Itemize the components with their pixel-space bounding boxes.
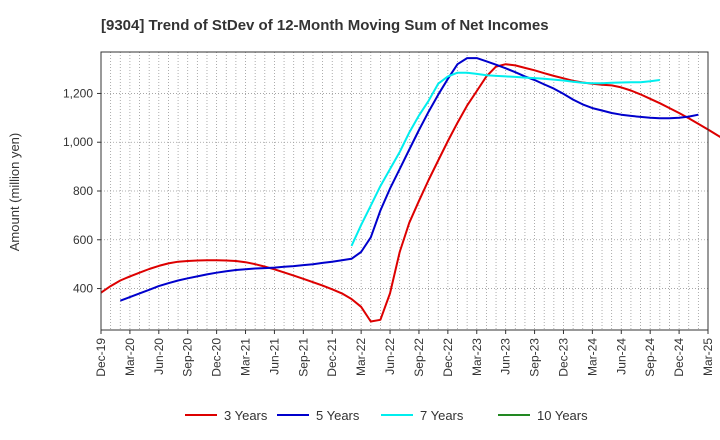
series-line-3-years <box>100 63 720 323</box>
legend-label-7-years: 7 Years <box>420 408 464 423</box>
x-tick-label: Dec-22 <box>441 338 455 377</box>
x-tick-label: Jun-22 <box>383 338 397 375</box>
y-axis-ticks: 400 600 800 1,000 1,200 <box>63 86 101 296</box>
x-tick-label: Mar-21 <box>239 338 253 376</box>
x-tick-label: Mar-20 <box>123 338 137 376</box>
x-tick-label: Mar-25 <box>701 338 715 376</box>
y-tick-label: 800 <box>73 184 93 198</box>
x-tick-label: Sep-20 <box>181 338 195 377</box>
y-axis-title: Amount (million yen) <box>7 133 22 252</box>
x-tick-label: Mar-24 <box>585 338 599 376</box>
legend: 3 Years 5 Years 7 Years 10 Years <box>185 408 588 423</box>
x-tick-label: Jun-23 <box>499 338 513 375</box>
x-tick-label: Dec-20 <box>210 338 224 377</box>
x-tick-label: Dec-19 <box>94 338 108 377</box>
x-tick-label: Jun-21 <box>267 338 281 375</box>
y-tick-label: 1,000 <box>63 135 93 149</box>
legend-label-5-years: 5 Years <box>316 408 360 423</box>
x-tick-label: Sep-24 <box>643 338 657 377</box>
x-tick-label: Sep-23 <box>528 338 542 377</box>
legend-label-10-years: 10 Years <box>537 408 588 423</box>
x-tick-label: Sep-21 <box>296 338 310 377</box>
x-tick-label: Dec-21 <box>325 338 339 377</box>
chart-title: [9304] Trend of StDev of 12-Month Moving… <box>101 17 549 34</box>
series-line-7-years <box>350 71 660 247</box>
y-tick-label: 400 <box>73 282 93 296</box>
series-layer <box>100 57 720 323</box>
x-tick-label: Dec-24 <box>672 338 686 377</box>
legend-label-3-years: 3 Years <box>224 408 268 423</box>
x-axis-ticks: Dec-19 Mar-20 Jun-20 Sep-20 Dec-20 Mar-21 Jun-… <box>94 330 715 377</box>
x-tick-label: Jun-20 <box>152 338 166 375</box>
y-tick-label: 600 <box>73 233 93 247</box>
x-tick-label: Dec-23 <box>556 338 570 377</box>
series-line-5-years <box>119 57 699 302</box>
y-tick-label: 1,200 <box>63 86 93 100</box>
x-tick-label: Sep-22 <box>412 338 426 377</box>
x-tick-label: Mar-22 <box>354 338 368 376</box>
x-tick-label: Jun-24 <box>614 338 628 375</box>
x-tick-label: Mar-23 <box>470 338 484 376</box>
